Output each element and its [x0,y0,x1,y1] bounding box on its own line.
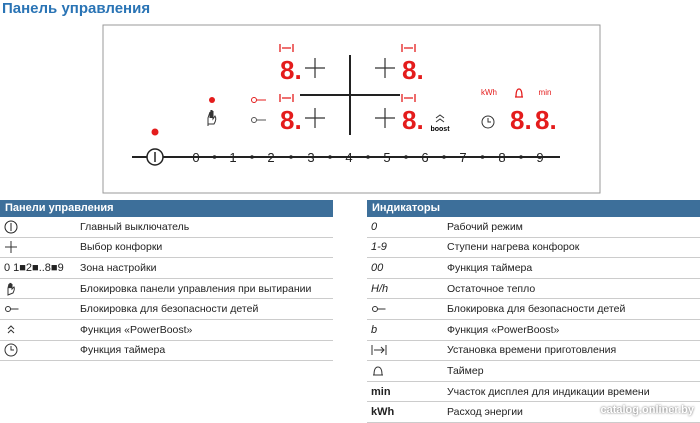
row-symbol: 1-9 [371,241,387,254]
table-row: min Участок дисплея для индикации времени [367,382,700,403]
row-label: Рабочий режим [447,220,523,233]
row-label: Главный выключатель [80,220,190,233]
row-symbol [0,343,80,357]
scale-digit: 8 [498,150,505,165]
scale-digit: 5 [383,150,390,165]
scale-digit: 0 [192,150,199,165]
row-symbol [0,240,80,254]
scale-digit: 6 [421,150,428,165]
table-row: Главный выключатель [0,217,333,238]
scale-digit: 3 [307,150,314,165]
table-row: Функция «PowerBoost» [0,320,333,341]
scale-digit: 7 [459,150,466,165]
title: Панель управления [2,0,151,17]
row-label: Блокировка панели управления при вытиран… [80,282,312,295]
table-row: b Функция «PowerBoost» [367,320,700,341]
indicator-dot [209,97,215,103]
controls-table: Панели управления Главный выключатель Выбо… [0,200,333,362]
table-row: Выбор конфорки [0,238,333,259]
row-symbol [0,304,80,314]
boost-icon [435,114,445,123]
row-label: Установка времени приготовления [447,344,617,357]
panel-frame [102,24,601,194]
key-icons [251,97,266,123]
zone-selectors [305,58,395,128]
indicators-table: Индикаторы 0 Рабочий режим 1-9 Ступени нагре… [367,200,700,423]
table-row: Функция таймера [0,341,333,362]
table-row: Блокировка для безопасности детей [367,299,700,320]
row-symbol: b [371,323,378,336]
display: 8. [280,105,302,135]
table-row: Установка времени приготовления [367,341,700,362]
row-symbol [0,220,80,234]
table-row: 0 1■2■..8■9 Зона настройки [0,258,333,279]
scale-digit: 1 [229,150,236,165]
table-row: 0 Рабочий режим [367,217,700,238]
table-row: Блокировка для безопасности детей [0,299,333,320]
row-symbol [367,364,447,378]
displays: 8. 8. 8. 8. 8. 8. [280,55,557,135]
row-symbol [0,323,80,337]
row-symbol [367,304,447,314]
row-label: Блокировка для безопасности детей [80,303,259,316]
display: 8. [535,105,557,135]
display: 8. [402,55,424,85]
table-header: Панели управления [0,200,333,217]
table-row: Таймер [367,361,700,382]
row-label: Расход энергии [447,406,523,419]
scale-digit: 9 [536,150,543,165]
watermark: catalog.onliner.by [600,404,694,416]
row-label: Зона настройки [80,261,157,274]
row-label: Остаточное тепло [447,282,536,295]
table-row: 1-9 Ступени нагрева конфорок [367,238,700,259]
scale-digit: 4 [345,150,352,165]
table-row: 00 Функция таймера [367,258,700,279]
table-row: Блокировка панели управления при вытиран… [0,279,333,300]
time-icons [279,44,523,102]
clock-icon [481,115,495,129]
row-symbol: min [371,385,391,398]
row-symbol: 00 [371,261,384,274]
kwh-label: kWh [481,88,497,97]
display: 8. [280,55,302,85]
row-symbol [0,282,80,296]
row-label: Функция «PowerBoost» [447,323,560,336]
row-label: Выбор конфорки [80,241,163,254]
scale-digit: 2 [267,150,274,165]
display: 8. [402,105,424,135]
row-symbol: H/h [371,282,389,295]
table-row: H/h Остаточное тепло [367,279,700,300]
row-label: Блокировка для безопасности детей [447,303,626,316]
hand-icon [207,109,217,126]
row-label: Функция таймера [80,344,166,357]
row-symbol: 0 [371,220,378,233]
row-label: Участок дисплея для индикации времени [447,385,650,398]
row-label: Функция таймера [447,261,533,274]
center-cross [300,55,400,135]
row-label: Ступени нагрева конфорок [447,241,580,254]
display: 8. [510,105,532,135]
control-panel: 8. 8. 8. 8. 8. 8. boost kWh min 0 1 2 3 4 5 6 7… [102,24,601,194]
row-symbol: kWh [371,406,395,419]
table-header: Индикаторы [367,200,700,217]
row-label: Таймер [447,364,484,377]
row-symbol: 0 1■2■..8■9 [4,261,64,274]
row-label: Функция «PowerBoost» [80,323,193,336]
row-symbol [367,344,447,356]
indicator-dot [151,128,159,136]
boost-label: boost [430,126,450,133]
min-label: min [539,88,552,97]
